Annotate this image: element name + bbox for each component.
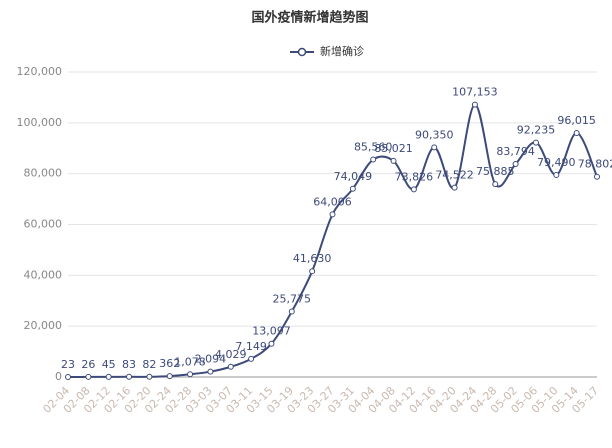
data-label: 85,021 xyxy=(374,142,413,155)
data-label: 73,826 xyxy=(395,170,434,183)
data-label: 90,350 xyxy=(415,128,454,141)
y-tick-label: 60,000 xyxy=(24,218,63,231)
data-point xyxy=(227,363,234,370)
chart-title: 国外疫情新增趋势图 xyxy=(251,10,368,26)
data-label: 1,078 xyxy=(174,355,206,368)
data-label: 7,149 xyxy=(235,340,267,353)
data-label: 362 xyxy=(159,357,180,370)
data-point xyxy=(146,373,153,380)
data-label: 85,560 xyxy=(354,141,393,154)
data-point xyxy=(594,173,600,180)
data-point xyxy=(410,186,417,193)
data-point xyxy=(268,340,275,347)
legend-label: 新增确诊 xyxy=(320,44,364,58)
data-label: 79,490 xyxy=(537,156,576,169)
data-point xyxy=(288,308,295,315)
data-label: 13,097 xyxy=(252,325,291,338)
data-point xyxy=(553,171,560,178)
series-line xyxy=(67,103,598,378)
data-label: 107,153 xyxy=(452,86,498,99)
data-label: 96,015 xyxy=(557,114,596,127)
data-label: 83,794 xyxy=(496,145,535,158)
data-point xyxy=(248,355,255,362)
data-point xyxy=(65,373,71,380)
data-point xyxy=(309,268,316,275)
y-tick-label: 40,000 xyxy=(24,268,63,281)
data-point xyxy=(390,157,397,164)
data-label: 41,630 xyxy=(293,252,332,265)
data-label: 2,094 xyxy=(195,353,227,366)
y-tick-label: 100,000 xyxy=(17,116,63,129)
data-label: 4,029 xyxy=(215,348,247,361)
data-label: 92,235 xyxy=(517,124,556,137)
data-point xyxy=(207,368,214,375)
data-point xyxy=(349,185,356,192)
data-label: 25,775 xyxy=(273,292,312,305)
data-label: 82 xyxy=(142,358,156,371)
data-point xyxy=(370,156,377,163)
data-point xyxy=(573,129,580,136)
data-label: 74,522 xyxy=(435,169,474,182)
data-point xyxy=(471,101,478,108)
data-label: 78,802 xyxy=(578,158,612,171)
data-label: 26 xyxy=(81,358,95,371)
data-label: 74,049 xyxy=(334,170,373,183)
data-point xyxy=(532,139,539,146)
data-point xyxy=(512,161,519,168)
data-point xyxy=(166,373,173,380)
data-label: 45 xyxy=(102,358,116,371)
data-point xyxy=(492,181,499,188)
data-label: 83 xyxy=(122,358,136,371)
y-tick-label: 0 xyxy=(55,370,62,383)
data-label: 75,885 xyxy=(476,165,515,178)
data-point xyxy=(187,371,194,378)
data-point xyxy=(126,373,133,380)
y-tick-label: 120,000 xyxy=(17,65,63,78)
data-label: 23 xyxy=(61,358,75,371)
y-tick-label: 20,000 xyxy=(24,319,63,332)
data-point xyxy=(431,144,438,151)
data-point xyxy=(105,373,112,380)
legend-marker xyxy=(297,47,307,57)
data-point xyxy=(85,373,92,380)
data-point xyxy=(451,184,458,191)
data-point xyxy=(329,211,336,218)
y-tick-label: 80,000 xyxy=(24,167,63,180)
data-label: 64,006 xyxy=(313,195,352,208)
